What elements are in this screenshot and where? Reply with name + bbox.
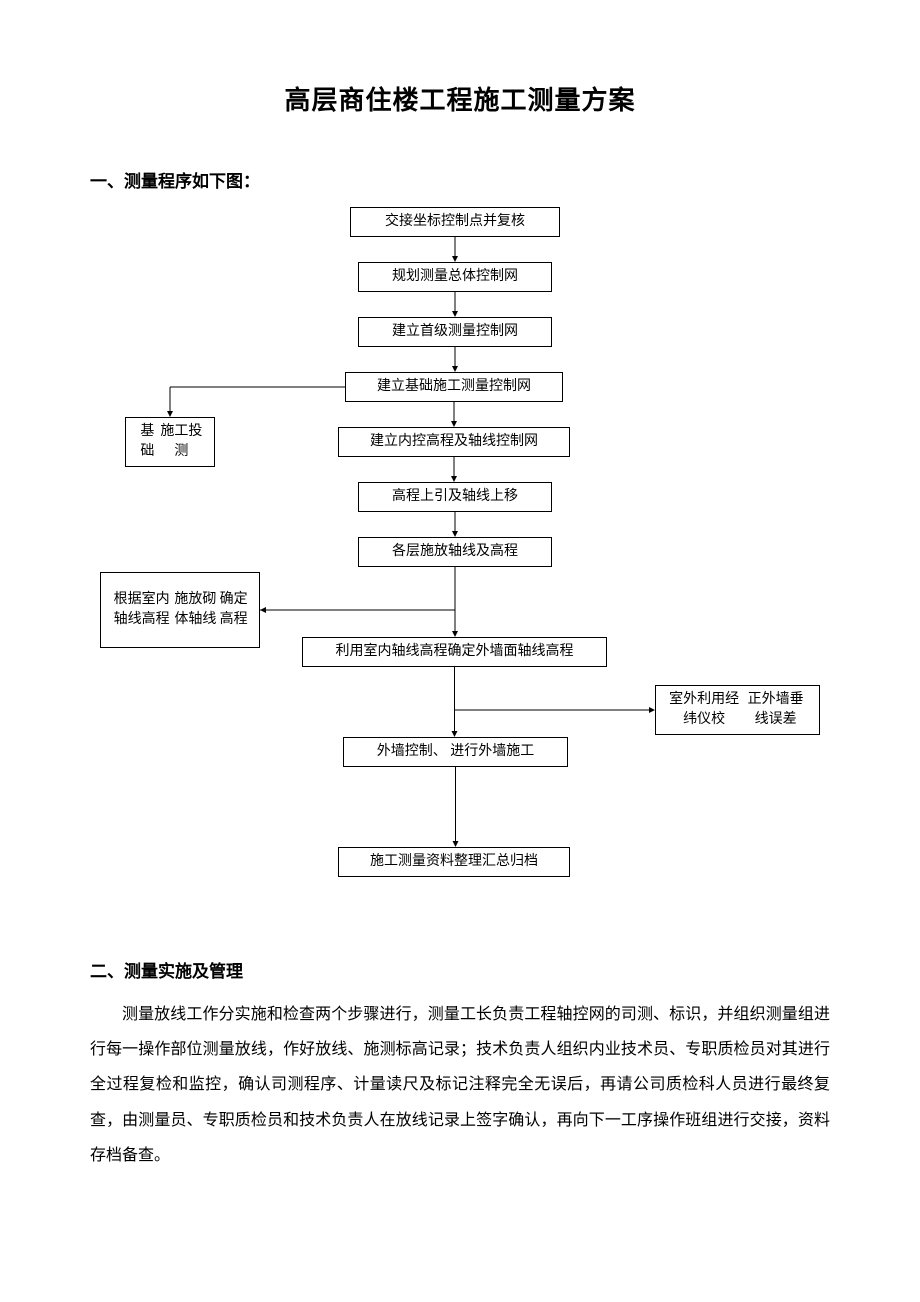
page-title: 高层商住楼工程施工测量方案 xyxy=(90,80,830,117)
body-paragraph: 测量放线工作分实施和检查两个步骤进行，测量工长负责工程轴控网的司测、标识，并组织… xyxy=(90,997,830,1173)
flow-node-n7: 各层施放轴线及高程 xyxy=(358,537,552,567)
flow-node-n3: 建立首级测量控制网 xyxy=(358,317,552,347)
section1-heading: 一、测量程序如下图： xyxy=(90,167,830,192)
flow-node-n2: 规划测量总体控制网 xyxy=(358,262,552,292)
flow-node-n10: 施工测量资料整理汇总归档 xyxy=(338,847,570,877)
flow-node-n6: 高程上引及轴线上移 xyxy=(358,482,552,512)
flow-node-n9: 外墙控制、 进行外墙施工 xyxy=(343,737,568,767)
flow-node-side3: 室外利用经纬仪校正外墙垂线误差 xyxy=(655,685,820,735)
section2-heading: 二、测量实施及管理 xyxy=(90,957,830,982)
flow-node-n5: 建立内控高程及轴线控制网 xyxy=(338,427,570,457)
body-paragraph-text: 测量放线工作分实施和检查两个步骤进行，测量工长负责工程轴控网的司测、标识，并组织… xyxy=(90,997,830,1173)
flowchart-svg xyxy=(90,207,830,927)
flow-node-n1: 交接坐标控制点并复核 xyxy=(350,207,560,237)
flow-node-n8: 利用室内轴线高程确定外墙面轴线高程 xyxy=(302,637,607,667)
flowchart: 交接坐标控制点并复核规划测量总体控制网建立首级测量控制网建立基础施工测量控制网建… xyxy=(90,207,830,927)
flow-node-n4: 建立基础施工测量控制网 xyxy=(345,372,563,402)
flow-node-side2: 根据室内轴线高程施放砌体轴线确定高程 xyxy=(100,572,260,648)
flow-node-side1: 基础施工投测 xyxy=(125,417,215,467)
